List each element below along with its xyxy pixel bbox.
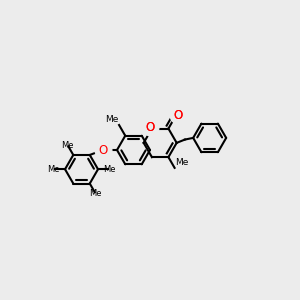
- Text: Me: Me: [105, 116, 119, 124]
- Text: O: O: [98, 143, 108, 157]
- Text: O: O: [145, 121, 154, 134]
- Text: O: O: [173, 109, 182, 122]
- Text: O: O: [173, 109, 182, 122]
- Text: Me: Me: [175, 158, 188, 167]
- Text: Me: Me: [103, 165, 116, 174]
- Text: Me: Me: [89, 189, 102, 198]
- Text: Me: Me: [47, 165, 60, 174]
- Text: O: O: [145, 121, 154, 134]
- Text: Me: Me: [61, 141, 74, 150]
